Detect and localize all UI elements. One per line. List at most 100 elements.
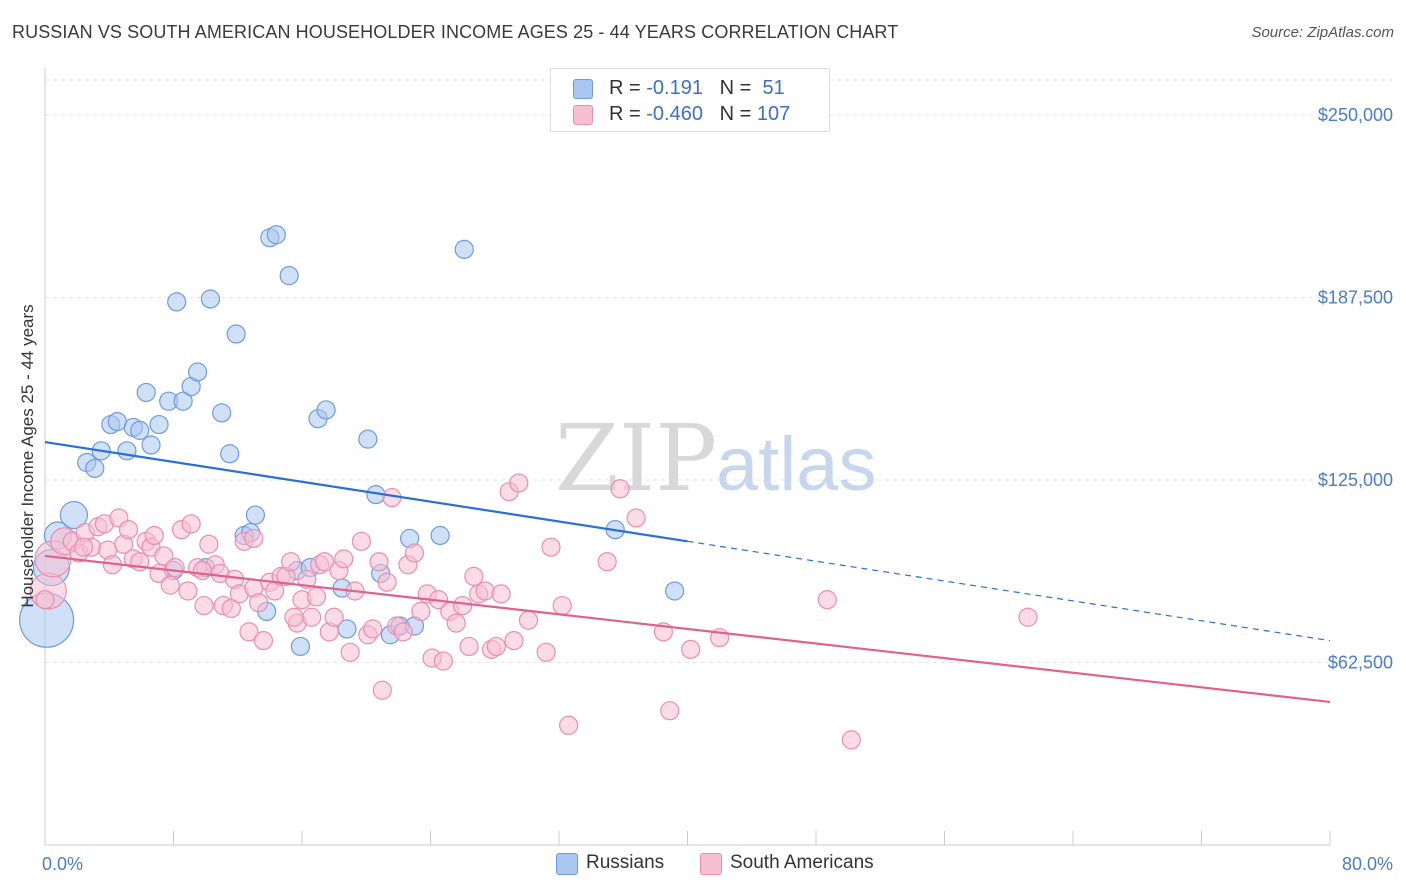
data-point [610, 479, 630, 499]
y-tick-label: $62,500 [1328, 653, 1393, 673]
data-point [377, 572, 397, 592]
data-point [597, 552, 617, 572]
data-point [372, 680, 392, 700]
data-point [249, 593, 269, 613]
data-point [181, 514, 201, 534]
data-point [454, 239, 474, 259]
data-point [59, 500, 89, 530]
data-point [212, 403, 232, 423]
bottom-legend-swatch-russians [556, 853, 578, 875]
data-point [239, 622, 259, 642]
data-point [411, 601, 431, 622]
bottom-legend-label-russians: Russians [586, 852, 665, 873]
data-point [173, 391, 193, 411]
data-point [226, 324, 246, 344]
data-point [393, 622, 413, 642]
data-point [154, 546, 174, 566]
bottom-legend-swatch-south-americans [700, 853, 722, 875]
legend-r-value: -0.191 [646, 77, 703, 99]
data-point [504, 631, 524, 651]
data-point [192, 560, 213, 581]
data-point [464, 566, 484, 586]
trend-line-south-americans [44, 554, 1331, 704]
data-point [509, 473, 529, 493]
data-point [459, 636, 479, 657]
data-point [518, 610, 539, 630]
data-point [302, 607, 322, 627]
data-point [351, 531, 372, 551]
data-point [220, 444, 240, 464]
y-tick-labels: $62,500 $125,000 $187,500 $250,000 [1318, 105, 1393, 672]
data-point [817, 590, 837, 610]
data-point [491, 584, 511, 604]
data-point [681, 639, 701, 659]
data-point [187, 362, 208, 382]
stats-legend: R = -0.191 N = 51 R = -0.460 N = 107 [550, 68, 830, 132]
data-point [314, 552, 335, 572]
legend-swatch-south-americans [573, 105, 593, 125]
data-point [178, 581, 198, 601]
data-point [363, 619, 383, 639]
bottom-legend-label-south-americans: South Americans [730, 852, 874, 873]
data-point [281, 552, 301, 572]
data-point [660, 701, 680, 721]
legend-n-value: 51 [756, 77, 785, 99]
data-points [19, 225, 1038, 750]
data-point [73, 537, 94, 557]
legend-n-label: N = [719, 103, 757, 125]
data-point [475, 581, 495, 601]
legend-text-russians: R = -0.191 N = 51 [609, 77, 785, 100]
data-point [221, 598, 241, 619]
data-point [541, 537, 561, 557]
data-point [167, 292, 187, 312]
data-point [841, 730, 861, 750]
data-point [130, 420, 150, 440]
data-point [358, 429, 378, 449]
x-tick-label-max: 80.0% [1342, 854, 1393, 874]
legend-text-south-americans: R = -0.460 N = 107 [609, 103, 790, 126]
legend-n-label: N = [719, 77, 757, 99]
data-point [297, 569, 317, 589]
trend-lines [44, 440, 1331, 704]
y-axis-label: Householder Income Ages 25 - 44 years [18, 304, 37, 607]
data-point [194, 595, 214, 616]
data-point [369, 552, 389, 572]
data-point [253, 631, 274, 651]
data-point [433, 651, 453, 671]
grid-lines [45, 79, 1395, 664]
data-point [324, 607, 344, 627]
legend-r-label: R = [609, 103, 647, 125]
chart-title: RUSSIAN VS SOUTH AMERICAN HOUSEHOLDER IN… [12, 22, 899, 42]
data-point [290, 636, 310, 657]
data-point [117, 441, 137, 461]
data-point [118, 520, 139, 540]
legend-r-label: R = [609, 77, 647, 99]
data-point [199, 534, 219, 554]
data-point [404, 543, 425, 563]
data-point [165, 558, 185, 578]
data-point [316, 400, 336, 420]
trend-line-russians [44, 440, 688, 543]
data-point [665, 581, 685, 601]
legend-r-value: -0.460 [646, 103, 703, 125]
y-tick-label: $250,000 [1318, 105, 1393, 125]
watermark-atlas: atlas [716, 422, 877, 507]
data-point [35, 590, 55, 610]
data-point [266, 225, 286, 245]
source-label: Source: ZipAtlas.com [1251, 24, 1394, 41]
axes [44, 68, 1331, 846]
data-point [306, 587, 327, 607]
data-point [559, 715, 579, 735]
data-point [141, 435, 161, 455]
data-point [85, 458, 105, 478]
data-point [149, 414, 169, 435]
data-point [453, 595, 473, 616]
data-point [279, 266, 299, 286]
trend-line-extension-russians [687, 540, 1331, 642]
data-point [626, 508, 646, 528]
data-point [160, 575, 180, 595]
data-point [552, 595, 572, 616]
x-tick-label-min: 0.0% [42, 854, 83, 874]
data-point [200, 289, 221, 309]
